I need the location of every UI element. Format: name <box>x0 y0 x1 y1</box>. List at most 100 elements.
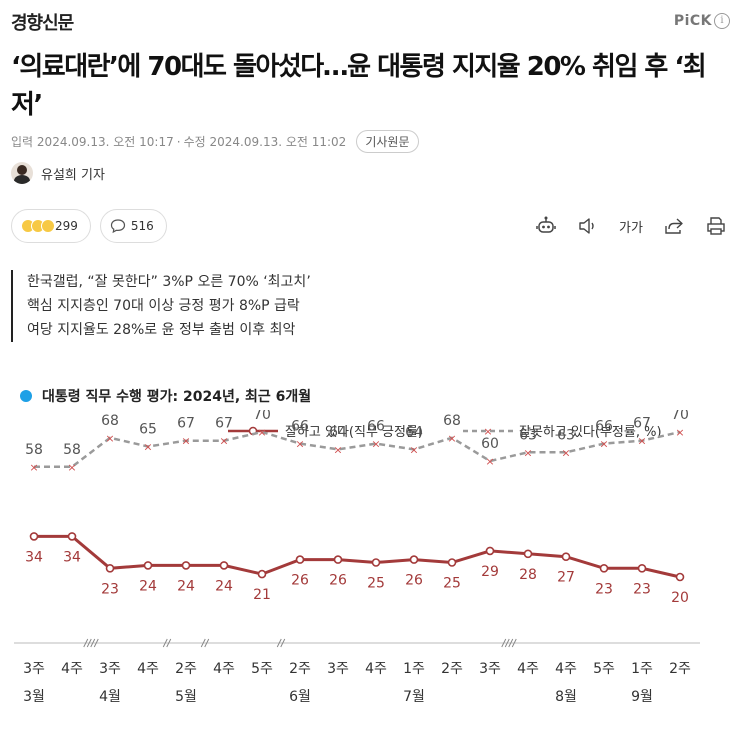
axis-break-mark <box>276 638 282 648</box>
summary-line: 한국갤럽, “잘 못한다” 3%P 오른 70% ‘최고치’ <box>27 274 311 290</box>
input-label: 입력 <box>11 135 34 149</box>
approve-label: 26 <box>291 573 309 589</box>
axis-break-mark <box>90 638 96 648</box>
disapprove-label: 67 <box>633 416 651 432</box>
axis-break-mark <box>93 638 99 648</box>
article-summary: 한국갤럽, “잘 못한다” 3%P 오른 70% ‘최고치’ 핵심 지지층인 7… <box>11 270 311 342</box>
disapprove-label: 66 <box>595 419 613 435</box>
summary-line: 여당 지지율도 28%로 윤 정부 출범 이후 최악 <box>27 322 296 338</box>
x-tick-label: 3주 <box>479 661 501 677</box>
approve-label: 23 <box>101 581 119 597</box>
chart-bullet-icon <box>20 390 32 402</box>
approve-point <box>561 552 571 561</box>
approve-point <box>219 561 229 570</box>
disapprove-label: 65 <box>139 422 157 438</box>
x-tick-label: 3주 <box>23 661 45 677</box>
approve-point <box>485 546 495 556</box>
approve-point <box>409 555 419 564</box>
month-label: 8월 <box>555 689 577 705</box>
reporter-avatar <box>11 162 33 184</box>
month-label: 7월 <box>403 689 425 705</box>
disapprove-label: 70 <box>253 410 271 423</box>
article-meta: 입력 2024.09.13. 오전 10:17 · 수정 2024.09.13.… <box>11 130 419 153</box>
disapprove-label: 58 <box>63 442 81 458</box>
x-tick-label: 4주 <box>213 661 235 677</box>
approve-label: 25 <box>367 576 385 592</box>
disapprove-label: 70 <box>671 410 689 423</box>
disapprove-point: × <box>67 461 76 474</box>
axis-break-mark <box>86 638 92 648</box>
disapprove-point: × <box>675 426 684 439</box>
info-icon[interactable]: i <box>714 13 730 29</box>
axis-break-mark <box>162 638 168 648</box>
month-label: 4월 <box>99 689 121 705</box>
x-tick-label: 5주 <box>251 661 273 677</box>
press-logo[interactable]: 경향신문 <box>11 13 74 34</box>
comment-count: 516 <box>130 219 154 233</box>
approve-label: 25 <box>443 576 461 592</box>
approve-point <box>637 564 647 573</box>
disapprove-label: 68 <box>443 413 461 429</box>
disapprove-label: 66 <box>367 419 385 435</box>
legend-marker-disapprove: × <box>483 425 492 438</box>
approve-label: 34 <box>63 549 81 565</box>
original-article-button[interactable]: 기사원문 <box>356 130 419 153</box>
approve-point <box>67 532 77 541</box>
meta-separator: · <box>176 134 181 149</box>
approve-point <box>447 558 457 567</box>
emoji-reaction-icon <box>21 219 55 233</box>
reporter-name: 유설희 기자 <box>41 167 105 183</box>
disapprove-point: × <box>561 446 570 459</box>
axis-break-mark <box>280 638 286 648</box>
approve-label: 24 <box>177 578 195 594</box>
robot-icon[interactable] <box>534 214 558 238</box>
approve-point <box>371 558 381 567</box>
disapprove-point: × <box>257 426 266 439</box>
font-size-icon[interactable]: 가가 <box>618 214 644 238</box>
axis-break-mark <box>166 638 172 648</box>
month-label: 9월 <box>631 689 653 705</box>
comment-button[interactable]: 516 <box>99 209 167 243</box>
share-icon[interactable] <box>662 214 686 238</box>
approve-point <box>599 564 609 573</box>
x-tick-label: 4주 <box>61 661 83 677</box>
article-toolbar: 가가 <box>534 214 728 238</box>
x-tick-label: 4주 <box>555 661 577 677</box>
x-tick-label: 4주 <box>137 661 159 677</box>
disapprove-point: × <box>105 432 114 445</box>
disapprove-label: 64 <box>405 424 423 440</box>
month-label: 6월 <box>289 689 311 705</box>
x-tick-label: 2주 <box>441 661 463 677</box>
x-tick-label: 5주 <box>593 661 615 677</box>
reaction-button[interactable]: 299 <box>11 209 91 243</box>
comment-icon <box>110 218 126 234</box>
disapprove-point: × <box>447 432 456 445</box>
axis-break-mark <box>83 638 89 648</box>
disapprove-point: × <box>599 438 608 451</box>
x-tick-label: 3주 <box>327 661 349 677</box>
series-line-disapprove <box>34 430 681 469</box>
speaker-icon[interactable] <box>576 214 600 238</box>
reporter-link[interactable]: 유설희 기자 <box>11 162 105 184</box>
disapprove-point: × <box>637 435 646 448</box>
x-tick-label: 4주 <box>365 661 387 677</box>
month-label: 5월 <box>175 689 197 705</box>
approve-point <box>143 561 153 570</box>
chart-title-text: 대통령 직무 수행 평가: 2024년, 최근 6개월 <box>42 389 312 405</box>
x-tick-label: 3주 <box>99 661 121 677</box>
input-time: 2024.09.13. 오전 10:17 <box>36 135 174 149</box>
disapprove-label: 63 <box>557 427 575 443</box>
axis-break-mark <box>204 638 210 648</box>
approve-point <box>295 555 305 564</box>
x-tick-label: 4주 <box>517 661 539 677</box>
print-icon[interactable] <box>704 214 728 238</box>
x-tick-label: 2주 <box>289 661 311 677</box>
x-tick-label: 2주 <box>669 661 691 677</box>
disapprove-point: × <box>295 438 304 451</box>
approve-label: 26 <box>329 573 347 589</box>
month-label: 3월 <box>23 689 45 705</box>
reaction-bar: 299 516 <box>11 209 167 243</box>
disapprove-point: × <box>409 443 418 456</box>
disapprove-label: 67 <box>215 416 233 432</box>
